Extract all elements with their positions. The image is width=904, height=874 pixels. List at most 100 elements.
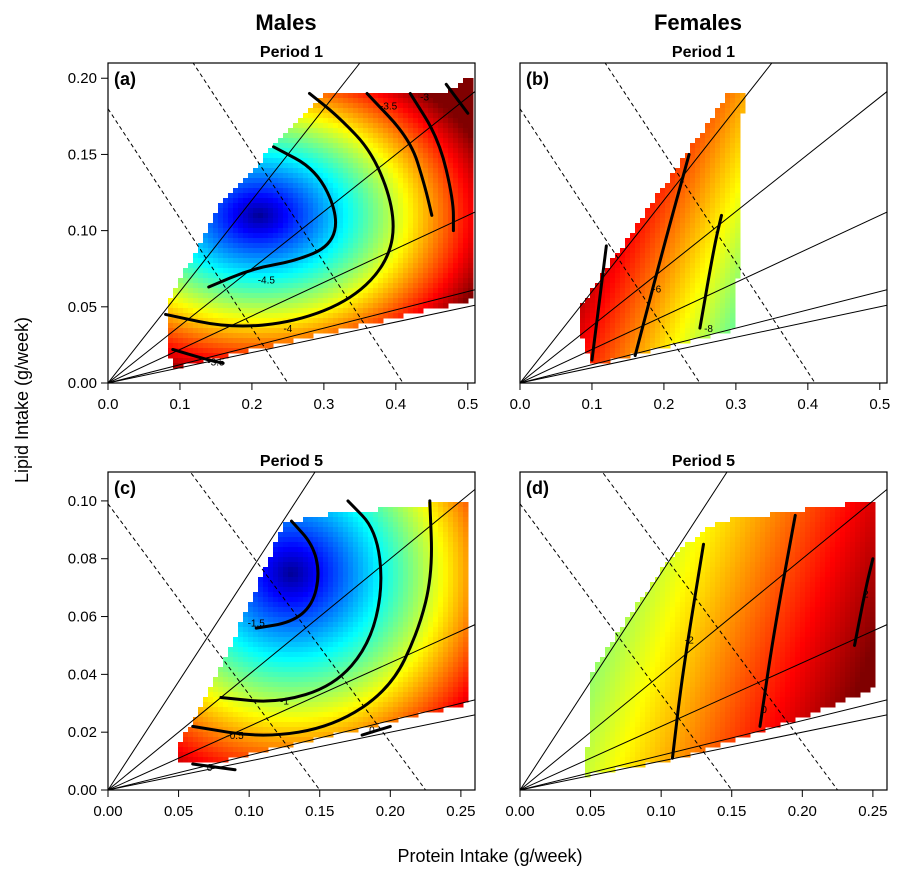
heatmap-cell bbox=[413, 248, 419, 254]
heatmap-cell bbox=[168, 343, 174, 349]
heatmap-cell bbox=[168, 318, 174, 324]
heatmap-cell bbox=[348, 517, 354, 523]
heatmap-cell bbox=[348, 697, 354, 703]
heatmap-cell bbox=[183, 288, 189, 294]
heatmap-cell bbox=[268, 577, 274, 583]
heatmap-cell bbox=[308, 308, 314, 314]
heatmap-cell bbox=[263, 298, 269, 304]
heatmap-cell bbox=[188, 293, 194, 299]
heatmap-cell bbox=[690, 218, 696, 224]
heatmap-cell bbox=[358, 527, 364, 533]
heatmap-cell bbox=[298, 278, 304, 284]
heatmap-cell bbox=[358, 303, 364, 309]
heatmap-cell bbox=[585, 318, 591, 324]
heatmap-cell bbox=[423, 223, 429, 229]
heatmap-cell bbox=[388, 168, 394, 174]
heatmap-cell bbox=[423, 103, 429, 109]
heatmap-cell bbox=[293, 667, 299, 673]
y-tick-label: 0.00 bbox=[68, 375, 97, 392]
heatmap-cell bbox=[243, 667, 249, 673]
heatmap-cell bbox=[323, 677, 329, 683]
heatmap-cell bbox=[625, 283, 631, 289]
heatmap-cell bbox=[373, 587, 379, 593]
heatmap-cell bbox=[730, 268, 736, 274]
column-title-males: Males bbox=[255, 10, 316, 35]
heatmap-cell bbox=[735, 248, 741, 254]
heatmap-cell bbox=[283, 193, 289, 199]
heatmap-cell bbox=[193, 323, 199, 329]
heatmap-cell bbox=[273, 228, 279, 234]
heatmap-cell bbox=[233, 652, 239, 658]
heatmap-cell bbox=[715, 293, 721, 299]
heatmap-cell bbox=[463, 278, 469, 284]
heatmap-cell bbox=[343, 517, 349, 523]
heatmap-cell bbox=[323, 283, 329, 289]
heatmap-cell bbox=[333, 622, 339, 628]
heatmap-cell bbox=[223, 343, 229, 349]
heatmap-cell bbox=[303, 263, 309, 269]
heatmap-cell bbox=[710, 233, 716, 239]
heatmap-cell bbox=[253, 662, 259, 668]
heatmap-cell bbox=[228, 722, 234, 728]
heatmap-cell bbox=[348, 647, 354, 653]
heatmap-cell bbox=[228, 218, 234, 224]
heatmap-cell bbox=[398, 313, 404, 319]
heatmap-cell bbox=[720, 208, 726, 214]
heatmap-surface bbox=[580, 93, 746, 364]
heatmap-cell bbox=[228, 303, 234, 309]
heatmap-cell bbox=[418, 263, 424, 269]
heatmap-cell bbox=[715, 253, 721, 259]
heatmap-cell bbox=[248, 717, 254, 723]
heatmap-cell bbox=[363, 532, 369, 538]
heatmap-cell bbox=[363, 193, 369, 199]
heatmap-cell bbox=[358, 607, 364, 613]
heatmap-cell bbox=[293, 722, 299, 728]
heatmap-cell bbox=[388, 283, 394, 289]
heatmap-cell bbox=[228, 253, 234, 259]
heatmap-cell bbox=[398, 577, 404, 583]
heatmap-cell bbox=[378, 183, 384, 189]
heatmap-cell bbox=[655, 303, 661, 309]
heatmap-cell bbox=[208, 752, 214, 758]
heatmap-cell bbox=[308, 133, 314, 139]
heatmap-cell bbox=[323, 577, 329, 583]
heatmap-cell bbox=[740, 103, 746, 109]
heatmap-cell bbox=[183, 273, 189, 279]
heatmap-cell bbox=[263, 228, 269, 234]
heatmap-cell bbox=[388, 637, 394, 643]
heatmap-cell bbox=[228, 712, 234, 718]
heatmap-cell bbox=[690, 233, 696, 239]
heatmap-cell bbox=[303, 168, 309, 174]
heatmap-cell bbox=[313, 123, 319, 129]
heatmap-cell bbox=[323, 707, 329, 713]
heatmap-cell bbox=[323, 273, 329, 279]
heatmap-cell bbox=[463, 273, 469, 279]
heatmap-cell bbox=[343, 303, 349, 309]
heatmap-cell bbox=[308, 268, 314, 274]
heatmap-cell bbox=[373, 228, 379, 234]
heatmap-cell bbox=[213, 303, 219, 309]
heatmap-cell bbox=[378, 198, 384, 204]
heatmap-cell bbox=[373, 238, 379, 244]
heatmap-cell bbox=[363, 188, 369, 194]
heatmap-cell bbox=[363, 622, 369, 628]
heatmap-cell bbox=[363, 677, 369, 683]
heatmap-cell bbox=[343, 163, 349, 169]
heatmap-cell bbox=[353, 108, 359, 114]
heatmap-cell bbox=[735, 273, 741, 279]
heatmap-cell bbox=[363, 303, 369, 309]
heatmap-cell bbox=[453, 253, 459, 259]
heatmap-cell bbox=[388, 522, 394, 528]
heatmap-cell bbox=[223, 677, 229, 683]
heatmap-cell bbox=[263, 642, 269, 648]
heatmap-cell bbox=[685, 218, 691, 224]
heatmap-cell bbox=[343, 223, 349, 229]
heatmap-cell bbox=[353, 98, 359, 104]
heatmap-cell bbox=[408, 183, 414, 189]
heatmap-cell bbox=[398, 507, 404, 513]
heatmap-cell bbox=[675, 218, 681, 224]
heatmap-cell bbox=[610, 298, 616, 304]
panel-letter: (a) bbox=[114, 69, 136, 89]
heatmap-cell bbox=[338, 183, 344, 189]
heatmap-cell bbox=[448, 243, 454, 249]
